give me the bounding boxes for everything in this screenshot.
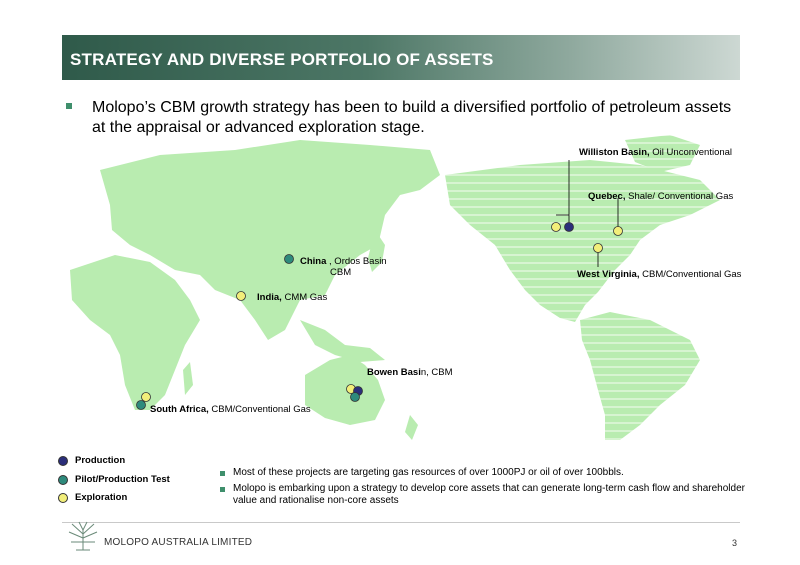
south-africa-exploration-marker <box>141 392 151 402</box>
new-zealand-landmass <box>405 415 418 440</box>
legend-label: Pilot/Production Test <box>75 474 170 485</box>
note-2: Molopo is embarking upon a strategy to d… <box>233 483 745 506</box>
india-label: India, CMM Gas <box>257 292 328 303</box>
legend-label: Exploration <box>75 492 128 503</box>
china-marker <box>284 254 294 264</box>
title-bar: STRATEGY AND DIVERSE PORTFOLIO OF ASSETS <box>62 35 740 80</box>
north-america-landmass <box>445 160 720 322</box>
eurasia-landmass <box>100 140 440 340</box>
bowen-pilot-marker <box>350 392 360 402</box>
company-name: MOLOPO AUSTRALIA LIMITED <box>104 537 253 548</box>
pilot-legend-dot <box>58 475 68 485</box>
australia-landmass <box>305 355 385 425</box>
page-title: STRATEGY AND DIVERSE PORTFOLIO OF ASSETS <box>70 50 494 69</box>
south-africa-label: South Africa, CBM/Conventional Gas <box>150 404 311 415</box>
bowen-label: Bowen Basin, CBM <box>367 367 453 378</box>
bullet-marker <box>66 103 72 109</box>
quebec-marker <box>613 226 623 236</box>
production-legend-dot <box>58 456 68 466</box>
page-number: 3 <box>732 538 738 548</box>
note-1: Most of these projects are targeting gas… <box>233 467 624 478</box>
south-america-landmass <box>580 312 700 440</box>
quebec-label: Quebec, Shale/ Conventional Gas <box>588 191 734 202</box>
legend-label: Production <box>75 455 126 466</box>
greenland-landmass <box>625 135 700 172</box>
company-logo-icon <box>68 521 98 551</box>
exploration-legend-dot <box>58 493 68 503</box>
williston-production-marker <box>564 222 574 232</box>
india-marker <box>236 291 246 301</box>
intro-text: Molopo’s CBM growth strategy has been to… <box>92 99 732 136</box>
west-virginia-marker <box>593 243 603 253</box>
west-virginia-label: West Virginia, CBM/Conventional Gas <box>577 269 742 280</box>
africa-landmass <box>70 255 200 410</box>
williston-exploration-marker <box>551 222 561 232</box>
williston-label: Williston Basin, Oil Unconventional <box>579 147 733 158</box>
note-bullet <box>220 471 225 476</box>
southeast-asia-landmass <box>300 320 385 362</box>
note-bullet <box>220 487 225 492</box>
south-africa-pilot-marker <box>136 400 146 410</box>
madagascar-landmass <box>183 362 193 395</box>
china-label: China , Ordos Basin CBM <box>300 256 387 278</box>
japan-landmass <box>368 230 385 272</box>
footer-divider <box>62 522 740 523</box>
